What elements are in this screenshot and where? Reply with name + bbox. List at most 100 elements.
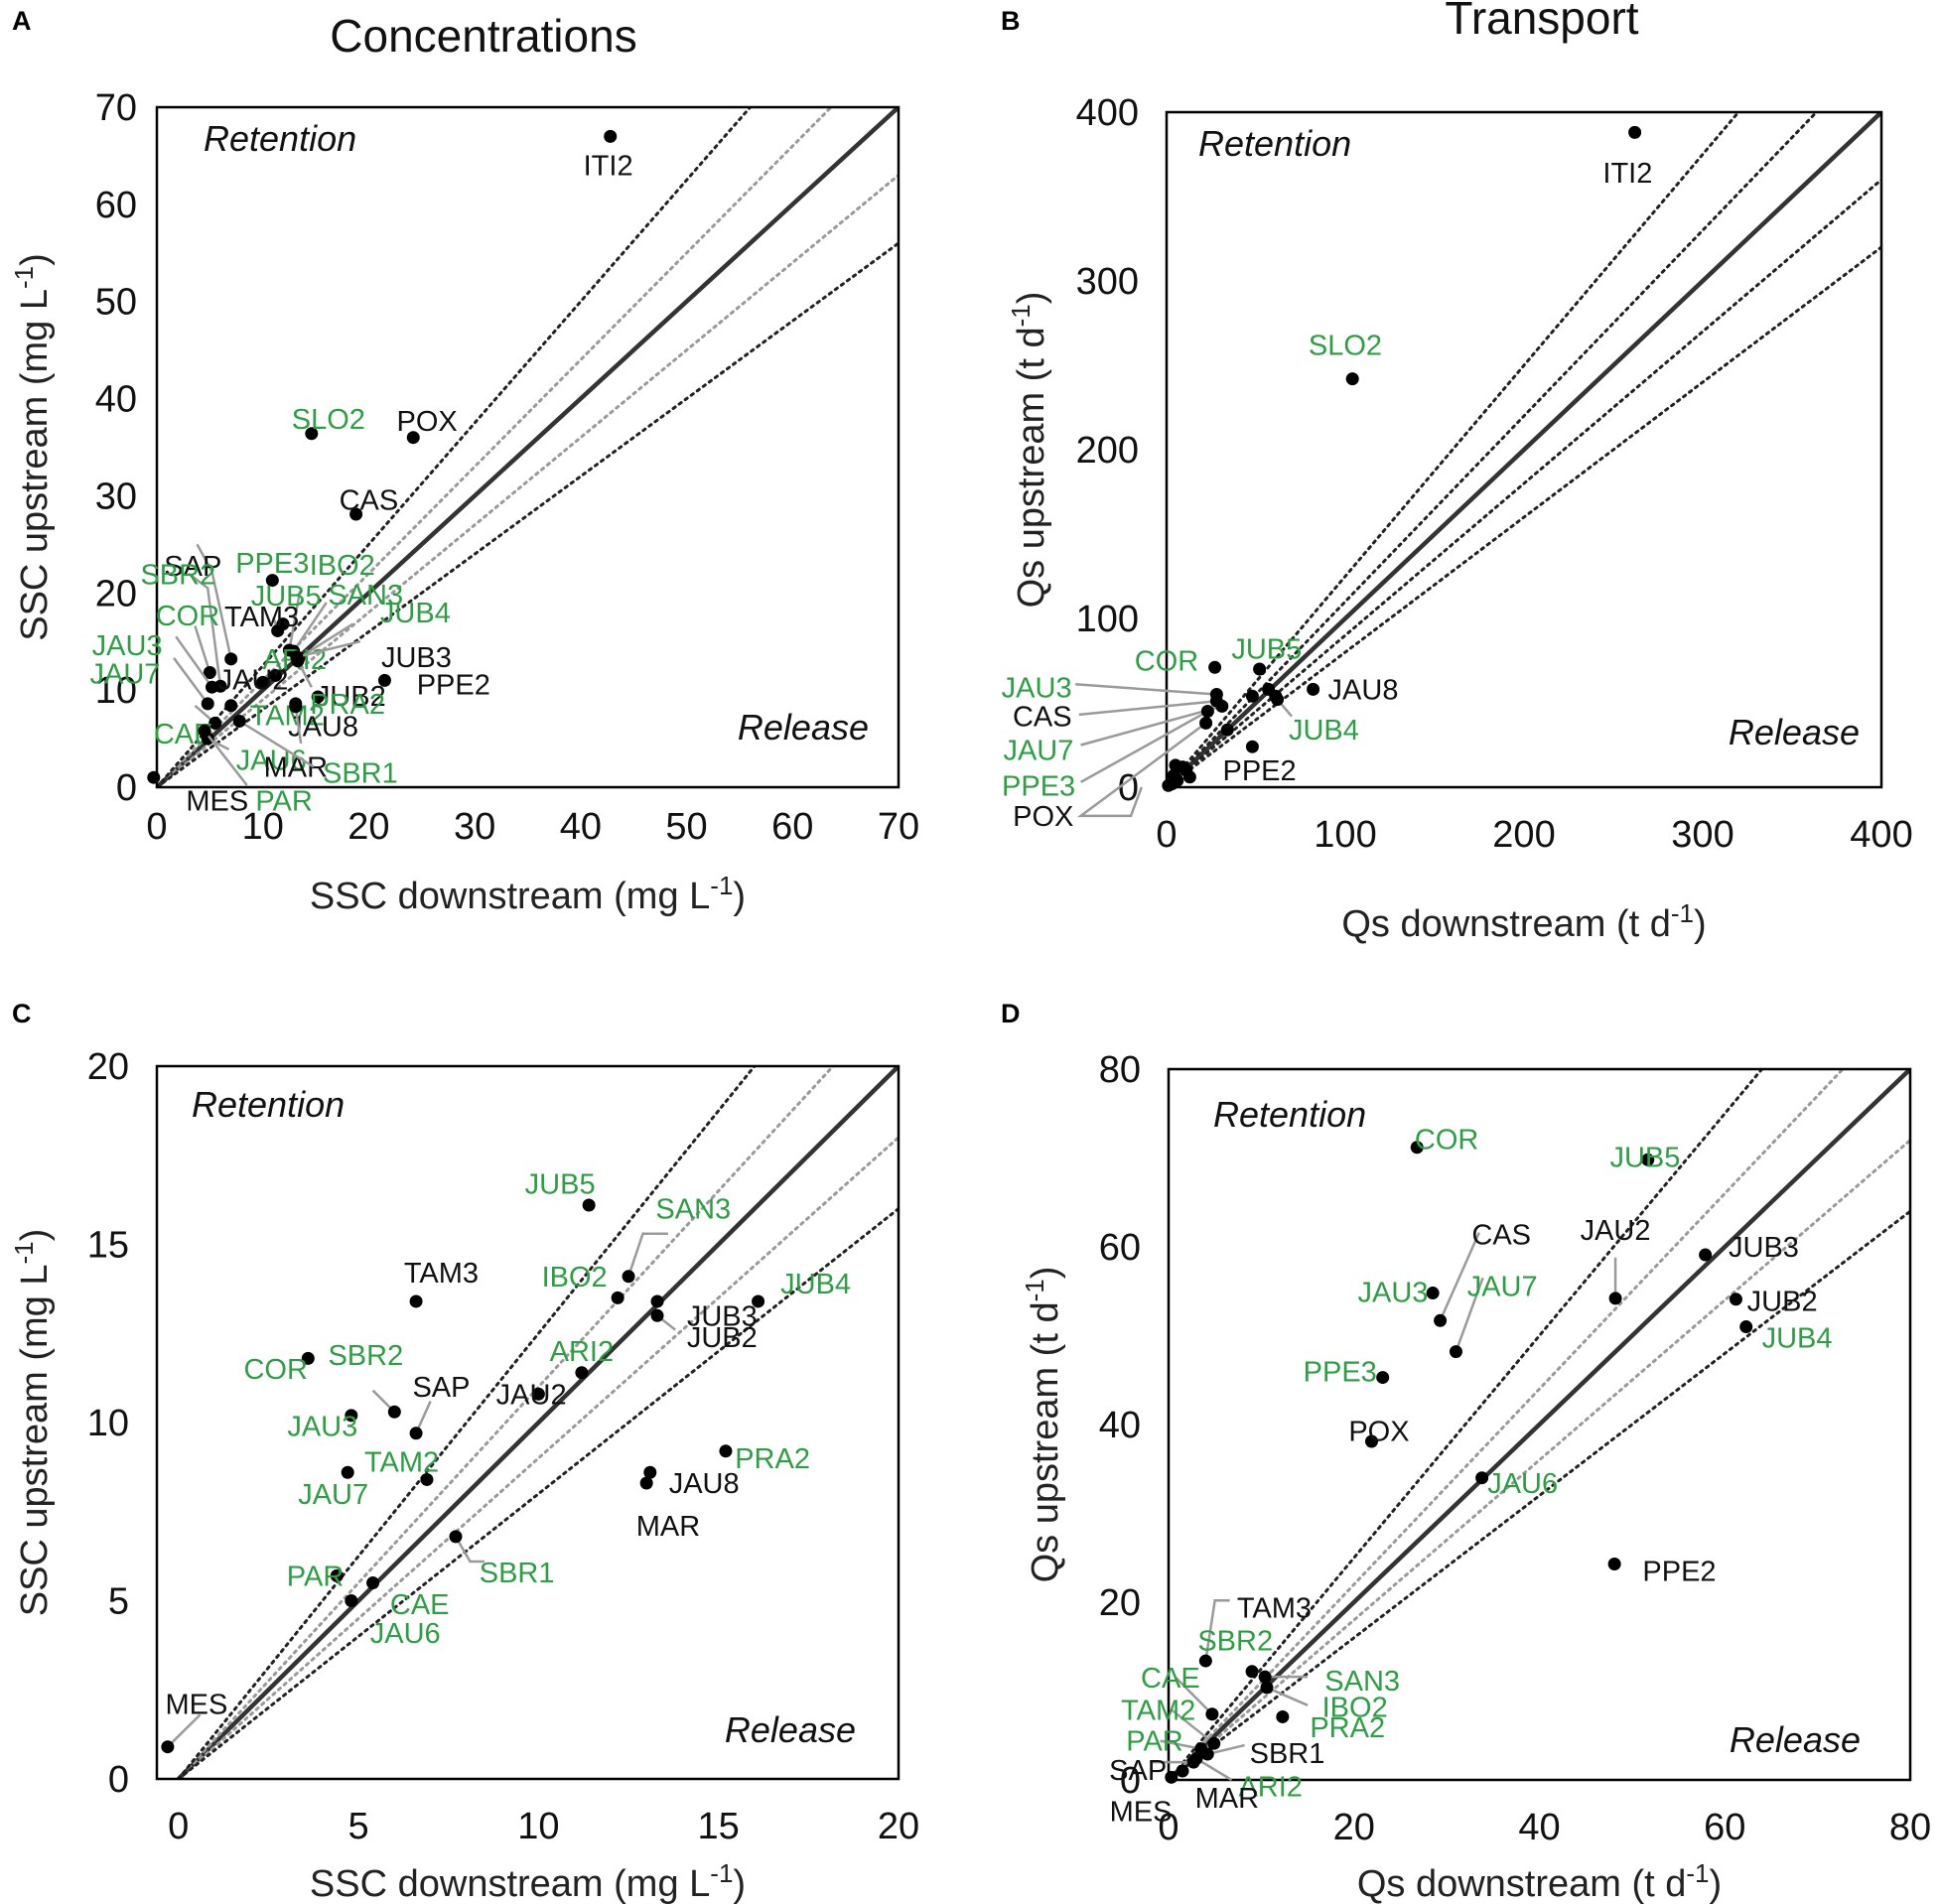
y-tick-label: 15: [87, 1225, 129, 1267]
data-point: [1189, 1752, 1203, 1766]
point-label: JAU6: [236, 746, 307, 777]
x-axis-label: Qs downstream (t d-1): [1341, 898, 1706, 945]
reference-line-slope-0.9: [177, 1135, 899, 1779]
release-label: Release: [1730, 1719, 1861, 1760]
y-axis-label-sup: -1: [1020, 1279, 1049, 1301]
panel-letter: C: [12, 999, 32, 1028]
point-label: TAM3: [404, 1258, 479, 1290]
point-label: JUB3: [687, 1300, 758, 1332]
data-point: [449, 1530, 463, 1544]
x-tick-label: 10: [242, 806, 284, 848]
data-point: [1260, 1681, 1274, 1695]
data-point: [531, 1387, 545, 1401]
data-point: [420, 1472, 434, 1486]
point-label: JAU2: [218, 664, 289, 696]
data-point: [622, 1270, 635, 1284]
y-axis-label-close: ): [1011, 292, 1052, 305]
point-label: SAP: [412, 1372, 470, 1404]
point-label: SBR1: [323, 757, 398, 789]
point-label: JAU3: [287, 1412, 357, 1443]
y-tick-label: 400: [1076, 92, 1139, 134]
data-point: [311, 690, 325, 704]
leader-line: [204, 730, 248, 786]
reference-line-1to1: [1167, 112, 1881, 787]
point-label: SBR1: [480, 1558, 555, 1589]
plot-frame: [155, 1064, 901, 1781]
reference-line-slope-1.25: [157, 107, 753, 787]
point-label: CAE: [390, 1589, 450, 1621]
y-tick-label: 60: [95, 185, 137, 226]
reference-lines: [157, 107, 899, 787]
point-label: PAR: [255, 786, 312, 818]
data-point: [1607, 1558, 1621, 1571]
retention-label: Retention: [204, 118, 356, 159]
x-tick-label: 20: [1333, 1807, 1375, 1848]
point-label: MAR: [1195, 1783, 1259, 1815]
y-axis-label-text: Qs upstream (t d: [1011, 327, 1052, 608]
leader-line: [196, 543, 232, 660]
y-tick-label: 10: [95, 670, 137, 712]
data-point: [330, 1568, 344, 1582]
point-label: PAR: [1126, 1726, 1182, 1758]
data-point: [639, 1476, 653, 1490]
point-label: JAU2: [496, 1379, 567, 1411]
plot-frame: [1167, 1067, 1912, 1782]
point-label: JUB4: [780, 1269, 851, 1300]
point-label: TAM2: [1121, 1695, 1195, 1726]
reference-line-slope-1.1: [157, 107, 834, 787]
panel-title: Transport: [1445, 0, 1638, 44]
point-label: JUB4: [1289, 715, 1359, 747]
x-tick-label: 30: [454, 806, 495, 848]
data-point: [719, 1444, 733, 1458]
point-label: CAS: [1013, 702, 1072, 734]
data-point: [301, 1351, 315, 1365]
point-label: TAM2: [364, 1446, 439, 1478]
data-point: [1200, 1747, 1214, 1761]
point-label: JAU3: [1002, 673, 1072, 705]
data-point: [1434, 1313, 1448, 1327]
leader-line: [454, 1536, 485, 1564]
point-label: CAS: [1471, 1219, 1531, 1251]
data-point: [345, 1594, 358, 1607]
data-point: [269, 668, 283, 682]
data-point: [1215, 699, 1229, 713]
y-axis-label: Qs upstream (t d-1): [1006, 292, 1052, 609]
data-point: [224, 652, 238, 666]
reference-line-slope-1.1: [1167, 112, 1819, 787]
point-label: JAU6: [370, 1618, 441, 1650]
retention-label: Retention: [1213, 1094, 1366, 1135]
point-label: ARI2: [550, 1336, 614, 1368]
data-point: [1269, 689, 1283, 703]
point-label: JAU3: [1358, 1278, 1429, 1309]
point-label: JUB5: [1609, 1143, 1680, 1174]
leader-line: [1076, 722, 1207, 818]
point-label: JAU8: [669, 1468, 740, 1500]
point-label: JAU8: [1328, 674, 1399, 706]
y-axis-label-sup: -1: [9, 1241, 39, 1264]
data-point: [366, 1576, 380, 1590]
y-tick-label: 40: [95, 379, 137, 421]
leader-line: [1195, 1757, 1233, 1782]
data-point: [409, 1294, 423, 1308]
panel-letter: D: [1001, 999, 1021, 1028]
x-tick-label: 50: [665, 806, 707, 848]
data-point: [1410, 1141, 1424, 1155]
data-point: [198, 724, 211, 738]
x-axis-label: Qs downstream (t d-1): [1357, 1858, 1722, 1904]
y-tick-label: 60: [1099, 1227, 1141, 1269]
plot-frame: [1165, 110, 1883, 789]
data-points: COR JUB5 CAS JAU2 JUB3 JAU3 JAU7 JUB2 JUB4 PPE3 PO…: [1109, 1125, 1832, 1829]
data-point: [582, 1198, 596, 1212]
panel-letter: A: [12, 6, 32, 36]
point-label: COR: [243, 1354, 307, 1386]
y-axis-label-close: ): [14, 253, 56, 266]
x-axis-label: SSC downstream (mg L-1): [310, 1858, 746, 1904]
point-label: PPE2: [1642, 1557, 1716, 1588]
point-label: JAU7: [90, 659, 161, 691]
reference-lines: [1167, 112, 1881, 787]
x-tick-label: 5: [347, 1806, 368, 1847]
reference-line-slope-1.25: [1169, 1069, 1764, 1780]
